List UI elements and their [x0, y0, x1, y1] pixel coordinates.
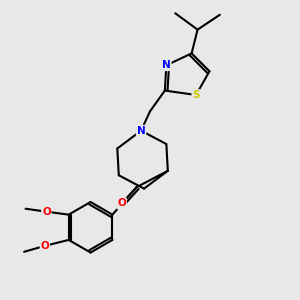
Text: O: O [117, 199, 126, 208]
Text: N: N [162, 60, 171, 70]
Text: N: N [137, 126, 146, 136]
Text: O: O [42, 207, 51, 217]
Text: S: S [192, 90, 200, 100]
Text: O: O [40, 241, 49, 251]
